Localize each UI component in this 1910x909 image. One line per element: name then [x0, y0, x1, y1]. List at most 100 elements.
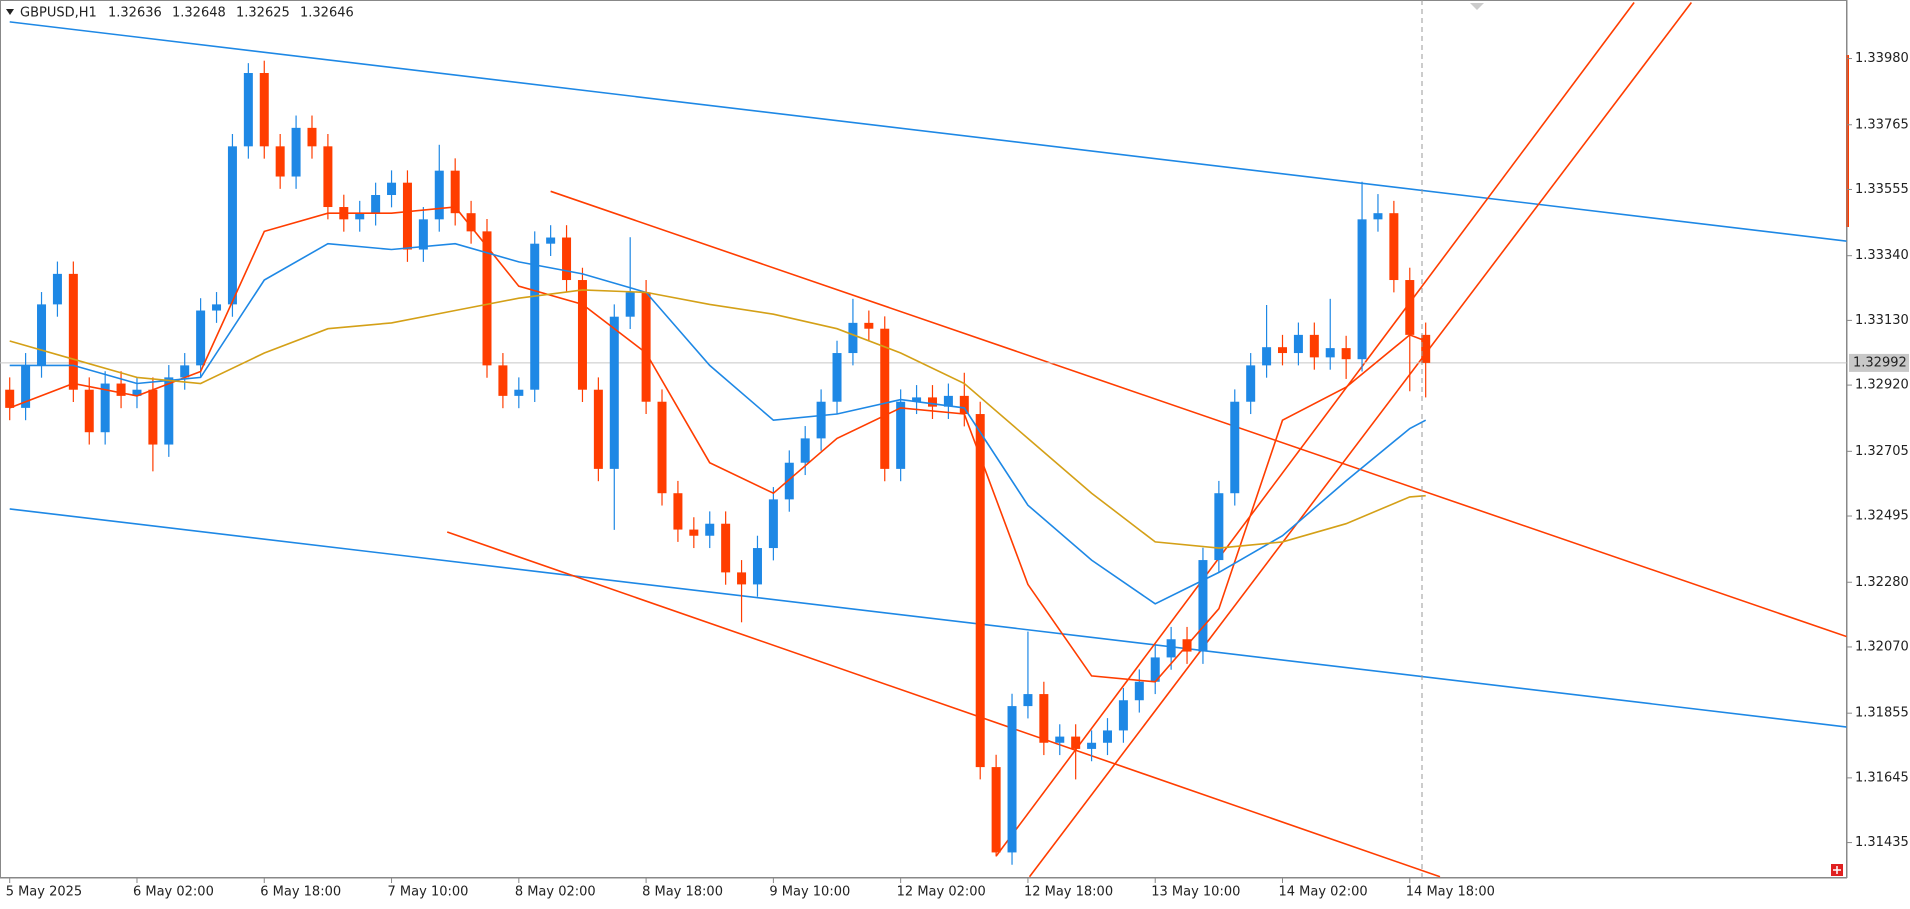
- moving-average: [9, 242, 1427, 605]
- candle-body: [21, 365, 31, 408]
- candle-body: [816, 401, 826, 439]
- candle-body: [800, 438, 810, 463]
- y-tick-label: 1.32495: [1855, 509, 1909, 524]
- candle-body: [959, 395, 969, 415]
- candle-body: [1262, 347, 1272, 366]
- candle-body: [1341, 348, 1351, 360]
- candle-body: [1246, 365, 1256, 402]
- candle-body: [880, 328, 890, 469]
- trendline: [9, 508, 1847, 728]
- candle-body: [132, 389, 142, 396]
- candle-body: [84, 389, 94, 433]
- x-tick-label: 9 May 10:00: [769, 885, 850, 900]
- menu-arrow[interactable]: [6, 9, 14, 15]
- candle-body: [291, 127, 301, 177]
- candle-body: [768, 499, 778, 549]
- candle-body: [514, 389, 524, 396]
- candle-body: [243, 73, 253, 147]
- candle-body: [100, 383, 110, 433]
- candle-body: [912, 397, 922, 402]
- y-tick-label: 1.33130: [1855, 313, 1909, 328]
- candle-body: [164, 377, 174, 445]
- y-tick-label: 1.33555: [1855, 182, 1909, 197]
- candle-body: [1325, 348, 1335, 358]
- candle-body: [689, 529, 699, 536]
- x-tick-label: 12 May 02:00: [897, 885, 986, 900]
- candle-body: [1166, 639, 1176, 658]
- candle-body: [5, 389, 15, 408]
- candle-body: [609, 316, 619, 469]
- x-tick-label: 14 May 02:00: [1279, 885, 1368, 900]
- candle-body: [1230, 401, 1240, 494]
- candle-body: [68, 273, 78, 390]
- candle-body: [196, 310, 206, 366]
- y-tick-label: 1.31855: [1855, 706, 1909, 721]
- candle-body: [402, 182, 412, 250]
- candle-body: [721, 523, 731, 573]
- candle-body: [434, 170, 444, 220]
- trendline: [1028, 1, 1693, 878]
- candle-body: [593, 389, 603, 469]
- moving-average: [9, 206, 1426, 683]
- candle-body: [259, 73, 269, 147]
- header-value: 1.32636: [108, 6, 162, 21]
- candle-body: [466, 213, 476, 232]
- candle-body: [1102, 730, 1112, 743]
- candle-body: [1389, 213, 1399, 281]
- candle-body: [752, 548, 762, 585]
- trendline: [446, 531, 1441, 878]
- candle-body: [991, 767, 1001, 853]
- candle-body: [180, 365, 190, 378]
- candle-body: [577, 280, 587, 390]
- candle-body: [1293, 334, 1303, 354]
- x-tick-label: 6 May 02:00: [133, 885, 214, 900]
- candle-body: [1357, 219, 1367, 360]
- candle-body: [1214, 493, 1224, 561]
- x-tick-label: 7 May 10:00: [388, 885, 469, 900]
- y-tick-label: 1.31645: [1855, 770, 1909, 785]
- candle-body: [1421, 334, 1431, 363]
- candle-body: [355, 213, 365, 220]
- candle-body: [1405, 280, 1415, 335]
- candle-body: [450, 170, 460, 214]
- y-tick-label: 1.32070: [1855, 639, 1909, 654]
- candle-body: [1039, 694, 1049, 743]
- candle-body: [37, 304, 47, 366]
- candle-body: [1087, 742, 1097, 749]
- symbol-title: GBPUSD,H1: [20, 6, 97, 21]
- header-value: 1.32625: [236, 6, 290, 21]
- y-tick-label: 1.32920: [1855, 378, 1909, 393]
- candle-body: [52, 273, 62, 305]
- x-tick-label: 8 May 18:00: [642, 885, 723, 900]
- candle-body: [212, 304, 222, 311]
- candle-body: [307, 127, 317, 147]
- candle-body: [1118, 700, 1128, 731]
- add-icon: [1833, 866, 1841, 874]
- x-tick-label: 5 May 2025: [6, 885, 83, 900]
- candle-body: [737, 572, 747, 585]
- current-price-label: 1.32992: [1853, 355, 1907, 370]
- x-tick-label: 6 May 18:00: [260, 885, 341, 900]
- y-tick-label: 1.33765: [1855, 117, 1909, 132]
- trendline: [9, 21, 1847, 242]
- candle-body: [148, 389, 158, 445]
- candle-body: [275, 146, 285, 177]
- y-tick-label: 1.31435: [1855, 835, 1909, 850]
- candle-body: [498, 365, 508, 396]
- candle-body: [1007, 706, 1017, 853]
- trendline: [550, 190, 1847, 638]
- candle-body: [864, 322, 874, 329]
- candle-body: [625, 292, 635, 317]
- moving-average: [9, 289, 1426, 549]
- candle-body: [1134, 681, 1144, 701]
- x-tick-label: 12 May 18:00: [1024, 885, 1113, 900]
- candle-body: [1071, 736, 1081, 749]
- trendline: [995, 1, 1635, 857]
- candle-body: [116, 383, 126, 396]
- x-tick-label: 14 May 18:00: [1406, 885, 1495, 900]
- candle-body: [832, 353, 842, 402]
- candle-body: [418, 219, 428, 250]
- candle-body: [896, 401, 906, 469]
